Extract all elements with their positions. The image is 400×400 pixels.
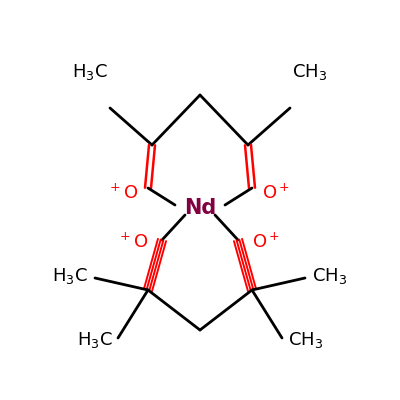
- Text: $\mathsf{H_3C}$: $\mathsf{H_3C}$: [72, 62, 108, 82]
- Text: $\mathsf{CH_3}$: $\mathsf{CH_3}$: [312, 266, 347, 286]
- Text: Nd: Nd: [184, 198, 216, 218]
- Text: $\mathsf{CH_3}$: $\mathsf{CH_3}$: [292, 62, 327, 82]
- Text: $\mathsf{^+O}$: $\mathsf{^+O}$: [107, 183, 138, 203]
- Text: $\mathsf{CH_3}$: $\mathsf{CH_3}$: [288, 330, 323, 350]
- Text: $\mathsf{H_3C}$: $\mathsf{H_3C}$: [77, 330, 113, 350]
- Text: $\mathsf{^+O}$: $\mathsf{^+O}$: [117, 232, 148, 252]
- Text: $\mathsf{O^+}$: $\mathsf{O^+}$: [262, 183, 290, 203]
- Text: $\mathsf{O^+}$: $\mathsf{O^+}$: [252, 232, 280, 252]
- Text: $\mathsf{H_3C}$: $\mathsf{H_3C}$: [52, 266, 88, 286]
